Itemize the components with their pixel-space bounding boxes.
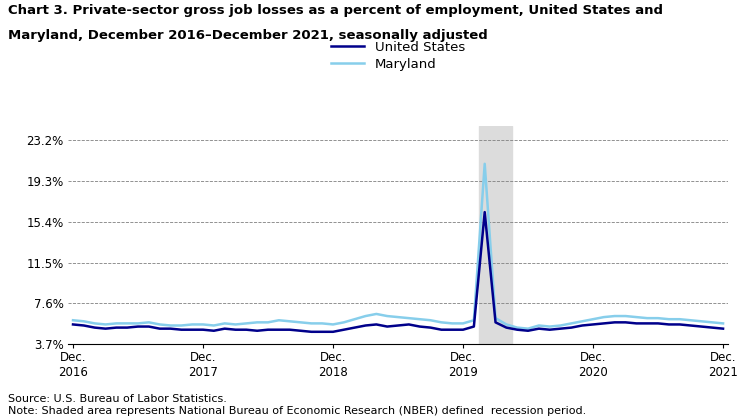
- United States: [719, 326, 728, 331]
- Line: United States: United States: [73, 212, 723, 332]
- United States: [296, 328, 305, 333]
- United States: [653, 321, 662, 326]
- Maryland: [220, 321, 229, 326]
- United States: [426, 325, 435, 330]
- Line: Maryland: Maryland: [73, 164, 723, 328]
- Maryland: [415, 317, 424, 322]
- United States: [469, 324, 478, 329]
- United States: [307, 329, 316, 334]
- United States: [198, 327, 207, 332]
- Maryland: [719, 321, 728, 326]
- Maryland: [296, 320, 305, 325]
- Maryland: [68, 318, 77, 323]
- Text: Chart 3. Private-sector gross job losses as a percent of employment, United Stat: Chart 3. Private-sector gross job losses…: [8, 4, 662, 17]
- Text: Source: U.S. Bureau of Labor Statistics.
Note: Shaded area represents National B: Source: U.S. Bureau of Labor Statistics.…: [8, 394, 586, 416]
- Maryland: [523, 326, 532, 331]
- Maryland: [198, 322, 207, 327]
- Maryland: [459, 321, 468, 326]
- Text: Maryland, December 2016–December 2021, seasonally adjusted: Maryland, December 2016–December 2021, s…: [8, 29, 487, 42]
- United States: [480, 210, 489, 215]
- United States: [68, 322, 77, 327]
- United States: [220, 326, 229, 331]
- Maryland: [480, 161, 489, 166]
- Maryland: [653, 316, 662, 321]
- Legend: United States, Maryland: United States, Maryland: [331, 41, 465, 71]
- Bar: [479, 126, 511, 344]
